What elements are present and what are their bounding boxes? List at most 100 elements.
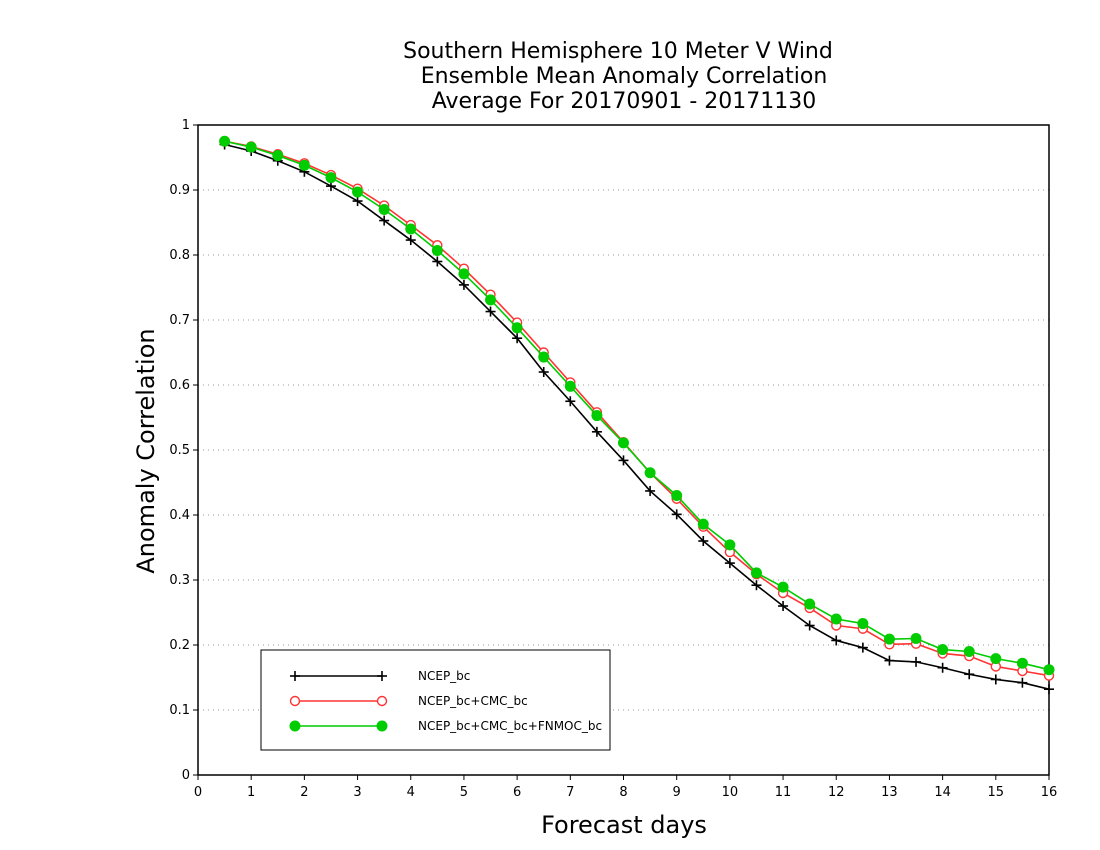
legend-marker — [290, 671, 300, 681]
y-tick-label: 0.6 — [169, 378, 190, 393]
data-point — [937, 662, 948, 673]
data-point — [591, 426, 602, 437]
data-point — [910, 633, 922, 644]
data-point — [485, 306, 496, 317]
x-tick-label: 13 — [881, 785, 898, 800]
data-point — [990, 653, 1002, 665]
legend-box — [260, 649, 611, 751]
data-point — [378, 204, 390, 215]
data-point — [751, 580, 762, 591]
data-point — [511, 322, 523, 334]
x-tick-label: 16 — [1041, 785, 1058, 800]
data-point — [618, 455, 629, 466]
data-point — [538, 367, 549, 377]
legend-marker — [376, 720, 388, 732]
data-point — [458, 279, 469, 290]
x-tick-label: 3 — [353, 785, 361, 800]
chart-title: Southern Hemisphere 10 Meter V WindEnsem… — [403, 39, 833, 114]
title-line-3: Average For 20170901 - 20171130 — [432, 89, 817, 114]
x-tick-label: 11 — [775, 785, 792, 800]
x-tick-label: 8 — [619, 785, 627, 800]
series-line — [224, 140, 1050, 677]
data-point — [937, 644, 949, 656]
data-point — [697, 518, 709, 530]
data-point — [405, 223, 417, 235]
legend-item-2: NCEP_bc+CMC_bc — [289, 694, 528, 708]
x-tick-label: 0 — [194, 785, 202, 800]
data-point — [645, 485, 656, 496]
data-point — [964, 669, 975, 680]
data-point — [644, 467, 656, 479]
legend-marker — [289, 695, 301, 707]
legend-label: NCEP_bc+CMC_bc — [418, 694, 528, 708]
series-2 — [219, 136, 1055, 681]
legend-item-1: NCEP_bc — [290, 669, 470, 683]
y-tick-label: 1 — [182, 118, 190, 133]
data-point — [1016, 657, 1028, 669]
y-tick-label: 0.1 — [169, 703, 190, 718]
legend-marker — [376, 695, 388, 707]
y-tick-label: 0.7 — [169, 313, 190, 328]
x-tick-label: 12 — [828, 785, 845, 800]
x-tick-label: 5 — [460, 785, 468, 800]
data-point — [245, 141, 257, 153]
x-tick-label: 14 — [934, 785, 951, 800]
x-tick-label: 10 — [722, 785, 739, 800]
series-1 — [219, 139, 1054, 695]
grid-lines — [198, 189, 1049, 711]
data-point — [298, 159, 310, 171]
legend: NCEP_bc NCEP_bc+CMC_bc NCEP_bc+CMC_bc+FNMO… — [260, 649, 611, 751]
data-point — [963, 646, 975, 657]
legend-label: NCEP_bc+CMC_bc+FNMOC_bc — [418, 719, 602, 733]
data-point — [857, 618, 869, 630]
data-point — [831, 635, 842, 646]
legend-marker — [377, 671, 387, 681]
data-point — [219, 135, 231, 147]
x-tick-label: 7 — [566, 785, 574, 800]
x-tick-label: 9 — [673, 785, 681, 800]
x-tick-label: 2 — [300, 785, 308, 800]
data-point — [1044, 684, 1054, 695]
series-line — [224, 140, 1050, 671]
data-point — [804, 620, 815, 631]
x-tick-label: 1 — [247, 785, 255, 800]
data-point — [724, 539, 736, 551]
data-point — [325, 172, 337, 184]
data-point — [379, 215, 390, 226]
data-point — [565, 396, 576, 407]
series-3 — [219, 135, 1055, 676]
data-point — [883, 633, 895, 645]
y-tick-label: 0.9 — [169, 183, 190, 198]
data-point — [911, 656, 922, 667]
title-line-2: Ensemble Mean Anomaly Correlation — [421, 64, 828, 89]
y-axis-title: Anomaly Correlation — [132, 328, 160, 573]
data-point — [724, 558, 735, 569]
data-point — [352, 186, 364, 198]
data-series — [219, 135, 1055, 695]
y-tick-label: 0.3 — [169, 573, 190, 588]
x-tick-label: 6 — [513, 785, 521, 800]
data-point — [778, 601, 789, 611]
data-point — [990, 674, 1001, 685]
data-point — [405, 235, 416, 246]
data-point — [618, 437, 629, 449]
data-point — [671, 490, 683, 501]
x-tick-label: 15 — [988, 785, 1005, 800]
y-tick-label: 0.5 — [169, 443, 190, 458]
data-point — [564, 380, 576, 392]
data-point — [830, 613, 842, 625]
legend-item-3: NCEP_bc+CMC_bc+FNMOC_bc — [289, 719, 602, 733]
legend-label: NCEP_bc — [418, 669, 470, 683]
data-point — [458, 268, 470, 280]
data-point — [750, 567, 762, 579]
data-point — [485, 294, 497, 306]
series-line — [224, 143, 1050, 690]
y-tick-label: 0.2 — [169, 638, 190, 653]
data-point — [538, 351, 550, 363]
data-point — [431, 244, 443, 256]
data-point — [591, 410, 603, 422]
data-point — [777, 581, 789, 593]
x-axis-title: Forecast days — [541, 811, 707, 839]
y-tick-label: 0.8 — [169, 248, 190, 263]
